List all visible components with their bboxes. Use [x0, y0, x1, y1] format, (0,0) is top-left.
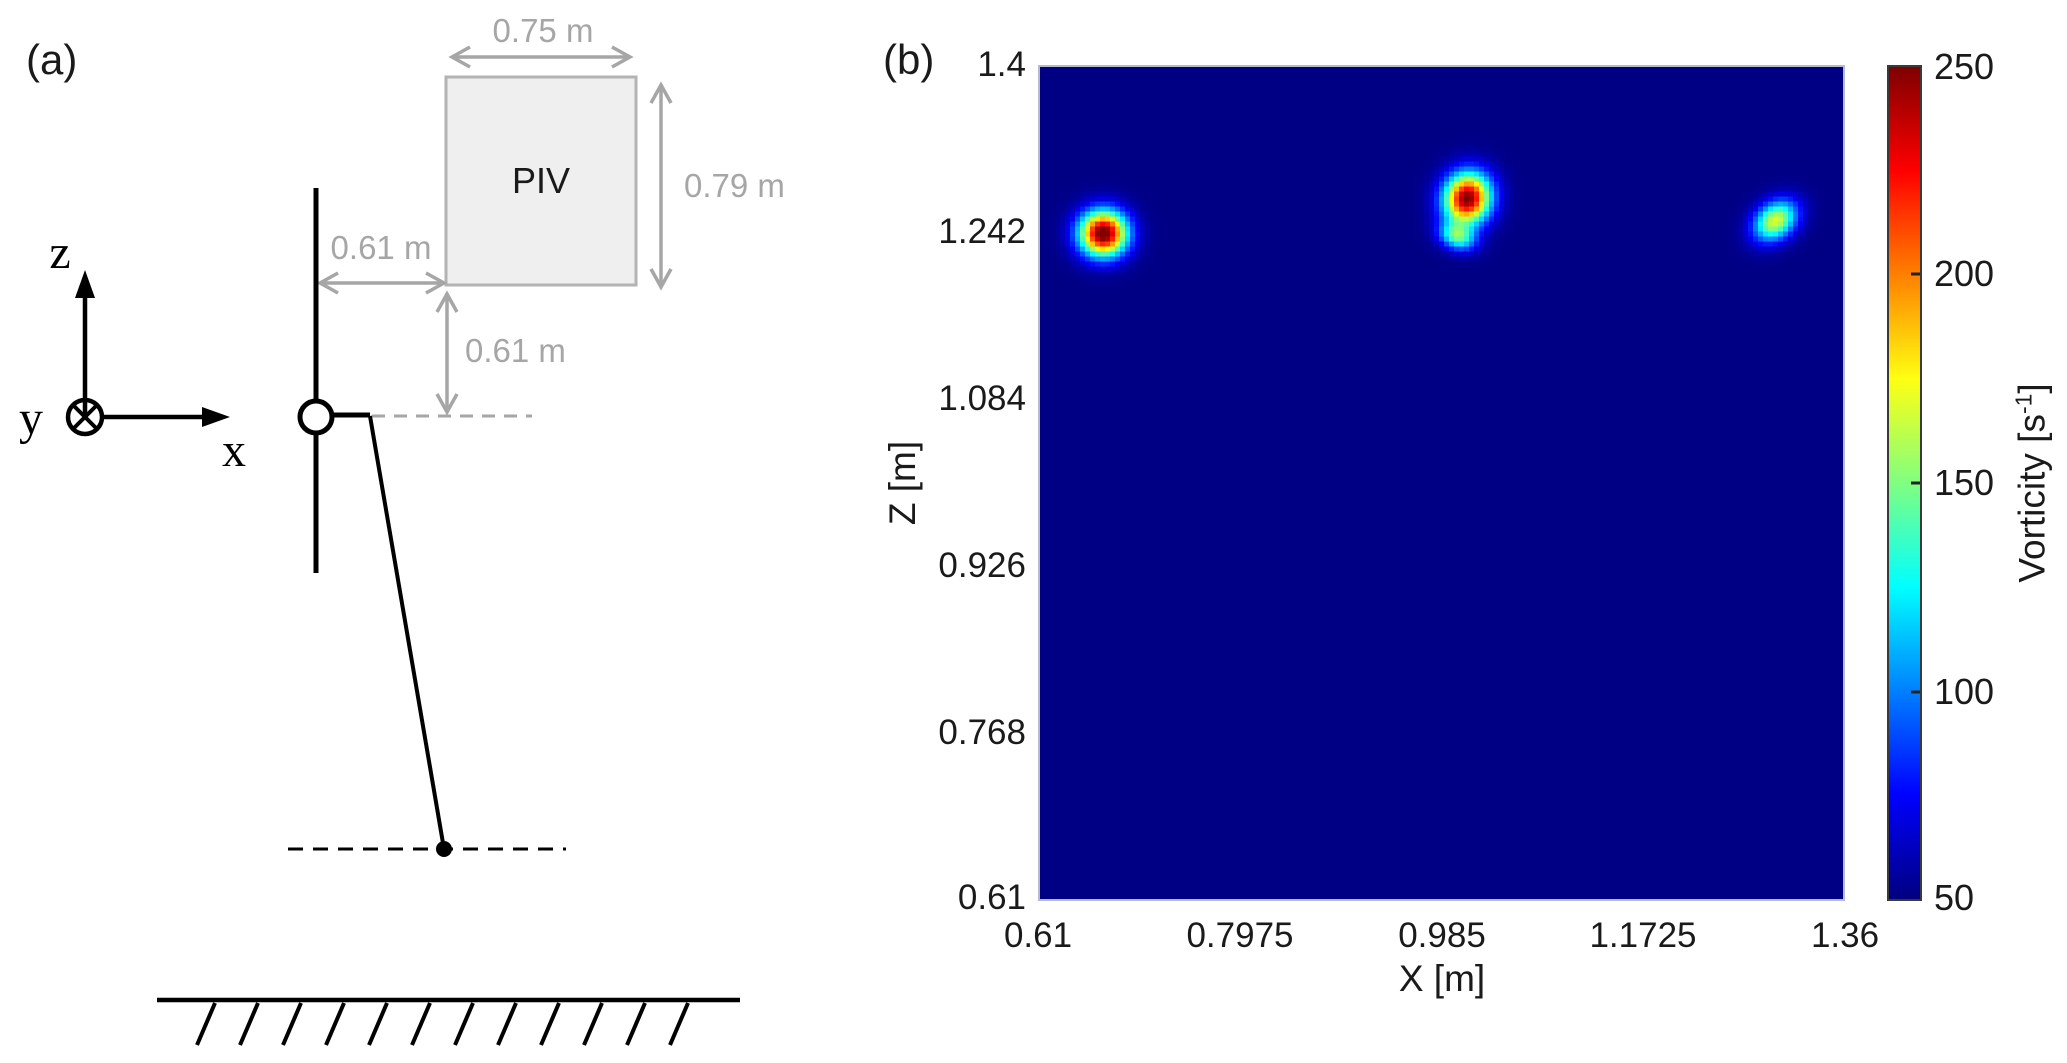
colorbar-title-sup: -1 — [2010, 393, 2037, 415]
y-tick: 0.926 — [938, 546, 1026, 585]
x-tick: 1.36 — [1810, 916, 1880, 955]
ground — [157, 997, 740, 1046]
piv-width-arrow — [448, 45, 634, 69]
colorbar-title-main: Vorticity [s — [2011, 414, 2053, 583]
colorbar-tick: 100 — [1934, 671, 1995, 712]
turbine-schematic: PIV 0.75 m 0.79 m 0.61 m 0.61 m — [19, 12, 785, 1046]
y-tick: 1.4 — [977, 45, 1026, 84]
colorbar-tick: 200 — [1934, 253, 1995, 294]
x-axis-arrowhead — [202, 407, 230, 427]
piv-width-dim-label: 0.75 m — [493, 12, 594, 49]
colorbar-title: Vorticity [s-1] — [2010, 383, 2053, 582]
panel-b-label: (b) — [883, 36, 935, 83]
horizontal-offset-arrow — [316, 271, 448, 295]
y-into-page-cross-2 — [72, 404, 98, 430]
y-tick: 1.242 — [938, 212, 1026, 251]
heatmap-axes — [1038, 65, 1845, 901]
vertical-offset-dim-label: 0.61 m — [465, 332, 566, 369]
piv-height-dim-label: 0.79 m — [684, 167, 785, 204]
vertical-offset-arrow — [435, 290, 459, 416]
y-tick: 0.768 — [938, 713, 1026, 752]
vorticity-heatmap — [1040, 67, 1843, 899]
colorbar-tick-mark — [1911, 481, 1920, 485]
piv-window-box — [444, 75, 638, 287]
x-tick: 0.61 — [1003, 916, 1073, 955]
y-axis-title: Z [m] — [882, 440, 923, 526]
panel-a-label: (a) — [26, 36, 78, 83]
y-tick: 1.084 — [938, 379, 1026, 418]
colorbar-tick: 150 — [1934, 462, 1995, 503]
x-axis-label: x — [222, 424, 246, 477]
turbine-blade-line — [368, 415, 446, 850]
coordinate-axes: z y x — [19, 226, 246, 477]
x-tick: 1.1725 — [1589, 916, 1697, 955]
x-tick: 0.985 — [1398, 916, 1486, 955]
y-into-page-icon — [65, 397, 105, 437]
y-tick: 0.61 — [957, 878, 1026, 917]
turbine-hub-circle — [297, 398, 335, 436]
x-tick: 0.7975 — [1186, 916, 1294, 955]
z-axis-arrowhead — [75, 270, 95, 298]
x-axis-title: X [m] — [1398, 958, 1486, 999]
z-axis-label: z — [49, 226, 70, 279]
colorbar-tick-mark — [1911, 690, 1920, 694]
colorbar-tick: 250 — [1934, 46, 1995, 87]
piv-height-arrow — [649, 81, 673, 291]
horizontal-offset-dim-label: 0.61 m — [331, 229, 432, 266]
colorbar-title-close: ] — [2011, 383, 2053, 394]
y-axis-label: y — [19, 392, 43, 445]
ground-hatching — [195, 1002, 690, 1046]
piv-window-label: PIV — [512, 160, 570, 201]
colorbar-tick: 50 — [1934, 877, 1975, 918]
colorbar-tick-mark — [1911, 272, 1920, 276]
